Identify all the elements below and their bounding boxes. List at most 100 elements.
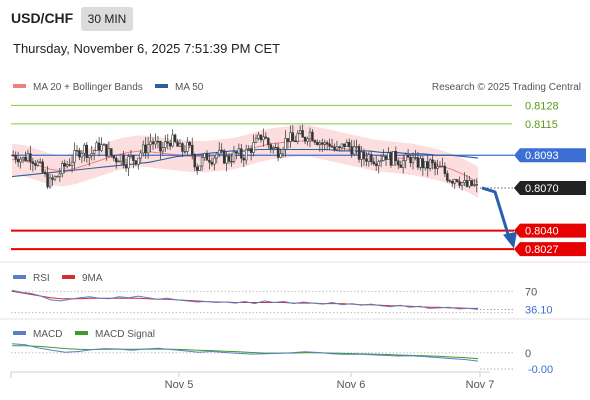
candle — [387, 147, 390, 160]
candle-body — [244, 149, 248, 161]
candle — [61, 160, 64, 178]
candle-body — [291, 132, 295, 142]
candle — [119, 154, 123, 165]
candle-body — [308, 131, 312, 140]
candle — [244, 144, 248, 165]
candle-body — [227, 156, 231, 162]
candle — [95, 140, 98, 151]
candle-body — [14, 155, 17, 160]
price-panel: 0.8128 0.8115 0.8093 0.8070 0.8040 0.8027 — [11, 100, 586, 256]
candle-body — [240, 148, 243, 159]
candle — [176, 139, 179, 147]
candle-body — [406, 154, 410, 158]
candle-body — [43, 172, 47, 175]
candle-body — [210, 161, 214, 165]
candle — [460, 181, 464, 191]
candle — [218, 142, 221, 158]
x-tick-label: Nov 6 — [337, 379, 366, 391]
candle-body — [34, 163, 37, 166]
candle-body — [29, 153, 32, 162]
candle — [191, 137, 194, 160]
candle — [267, 136, 270, 149]
x-tick-label: Nov 5 — [165, 379, 194, 391]
macd-zero-label: 0 — [525, 348, 531, 360]
candle-body — [328, 143, 331, 147]
legend-label-macd-signal: MACD Signal — [95, 329, 155, 340]
candle — [281, 146, 285, 158]
candle-body — [355, 146, 358, 148]
candle — [88, 154, 91, 167]
candle-body — [232, 151, 236, 162]
candle — [21, 156, 25, 164]
candle — [146, 136, 150, 159]
candle — [271, 145, 275, 154]
interval-button[interactable]: 30 MIN — [81, 7, 133, 31]
macd-line — [11, 343, 479, 362]
resistance-label: 0.8128 — [525, 100, 559, 112]
candle-body — [24, 156, 27, 161]
candle — [151, 137, 155, 150]
candle — [340, 143, 344, 152]
candle-body — [215, 153, 219, 159]
candle-body — [132, 155, 135, 162]
candle — [24, 151, 27, 162]
candle — [11, 150, 15, 157]
legend-swatch-bb — [13, 84, 26, 88]
candle — [362, 148, 366, 166]
candle — [286, 138, 290, 149]
candle — [404, 152, 407, 169]
candle — [51, 174, 54, 186]
candle-body — [95, 142, 98, 151]
candle — [198, 165, 201, 171]
candle-body — [61, 163, 64, 175]
candle-body — [171, 134, 174, 147]
candle-body — [284, 138, 287, 150]
candle — [240, 143, 243, 163]
candle — [195, 163, 199, 175]
candle-body — [362, 151, 366, 160]
macd-panel: 0 -0.00 — [11, 343, 553, 376]
candle — [365, 152, 368, 167]
candle-body — [345, 142, 349, 147]
candle — [178, 139, 182, 147]
candle — [465, 175, 469, 188]
candle — [453, 178, 456, 190]
candle-body — [298, 130, 302, 134]
candle-body — [218, 149, 221, 155]
candle-body — [416, 157, 420, 168]
candle — [137, 157, 140, 170]
candle-body — [117, 160, 120, 163]
legend-swatch-rsi — [13, 275, 26, 279]
candle — [235, 150, 238, 160]
candle-body — [70, 161, 74, 166]
candle-body — [274, 147, 277, 149]
candle — [264, 132, 268, 139]
candle-body — [323, 142, 326, 145]
candle — [26, 149, 30, 163]
candle-body — [191, 144, 194, 155]
candle — [379, 154, 383, 168]
candle — [262, 128, 265, 147]
candle — [43, 169, 47, 177]
candle-body — [453, 179, 456, 184]
candle — [335, 140, 339, 152]
candle-body — [115, 157, 118, 163]
candle-body — [365, 158, 368, 162]
candle — [186, 137, 189, 155]
candle — [73, 142, 76, 170]
candle — [323, 139, 326, 151]
candle-body — [419, 158, 422, 168]
support-label: 0.8027 — [525, 244, 559, 256]
candle-body — [303, 137, 307, 142]
candle-body — [134, 160, 138, 165]
candle-body — [65, 164, 69, 167]
candle-body — [438, 165, 442, 168]
candle-body — [301, 130, 304, 138]
candle — [70, 155, 74, 173]
candle — [110, 148, 113, 158]
candle-body — [11, 154, 15, 157]
candle — [68, 158, 71, 167]
candle-body — [97, 142, 101, 151]
candle-body — [144, 144, 147, 154]
